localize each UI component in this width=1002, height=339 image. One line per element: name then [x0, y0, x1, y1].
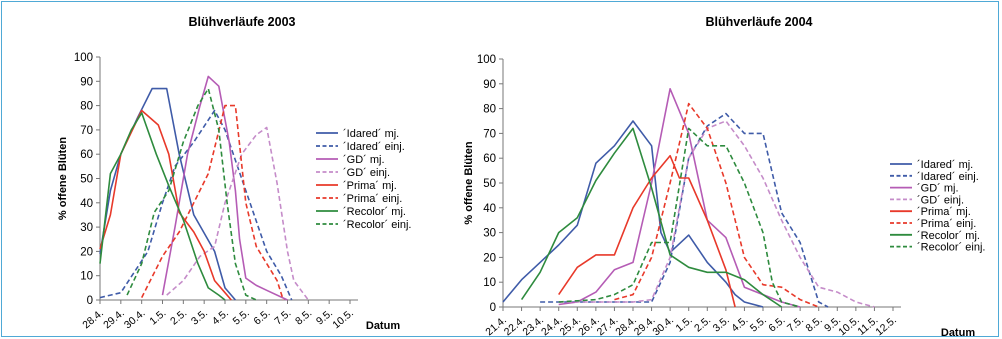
y-tick-label: 100	[477, 54, 496, 66]
x-tick-label: 3.5.	[711, 314, 732, 334]
x-tick-label: 6.5.	[251, 307, 272, 327]
x-tick-label: 8.5.	[804, 314, 825, 334]
y-tick-label: 70	[80, 125, 93, 137]
y-tick-label: 20	[483, 252, 496, 264]
legend-entry: ´Prima´ mj.	[917, 206, 971, 218]
series-line-idared-mj	[99, 87, 237, 301]
series-line-recolor-einj	[558, 127, 801, 308]
legend-entry: ´Idared´ einj.	[343, 141, 405, 153]
y-tick-label: 50	[483, 178, 496, 190]
legend-entry: ´GD´ einj.	[343, 167, 390, 179]
chart-title: Blühverläufe 2004	[706, 15, 813, 29]
y-tick-label: 30	[483, 228, 496, 240]
legend-entry: ´Prima´ mj.	[343, 180, 397, 192]
x-tick-label: 28.4.	[80, 307, 106, 331]
legend-entry: ´Idared´ mj.	[343, 128, 399, 140]
y-tick-label: 40	[483, 203, 496, 215]
y-tick-label: 90	[483, 79, 496, 91]
legend-entry: ´Prima´ einj.	[343, 193, 402, 205]
x-tick-label: 7.5.	[272, 307, 293, 327]
chart-bluehverlaeufe-2004: Blühverläufe 2004 0 10 20 30 40 50 60 70 80 90 100%…	[463, 15, 985, 336]
x-tick-label: 2.5.	[692, 314, 713, 334]
legend-entry: ´GD´ mj.	[343, 154, 385, 166]
chart-bluehverlaeufe-2003: Blühverläufe 2003 0 10 20 30 40 50 60 70 80 90 100%…	[57, 15, 411, 332]
y-tick-label: 100	[74, 52, 93, 64]
series-line-recolor-mj	[99, 112, 226, 301]
x-tick-label: 30.4.	[650, 314, 676, 336]
y-tick-label: 30	[80, 222, 93, 234]
series-line-idared-einj	[99, 109, 293, 301]
x-tick-label: 4.5.	[729, 314, 750, 334]
x-tick-label: 5.5.	[748, 314, 769, 334]
chart-title: Blühverläufe 2003	[189, 15, 296, 29]
legend-entry: ´Prima´ einj.	[917, 218, 976, 230]
y-tick-label: 60	[483, 153, 496, 165]
legend-entry: ´GD´ einj.	[917, 194, 964, 206]
x-tick-label: 3.5.	[189, 307, 210, 327]
series-line-gd-mj	[161, 75, 288, 301]
y-tick-label: 0	[87, 295, 93, 307]
legend-entry: ´Idared´ mj.	[917, 159, 973, 171]
x-tick-label: 12.5.	[873, 314, 899, 336]
series-line-prima-einj	[140, 104, 285, 301]
x-tick-label: 5.5.	[231, 307, 252, 327]
y-axis-label: % offene Blüten	[463, 141, 475, 224]
y-tick-label: 60	[80, 149, 93, 161]
x-tick-label: 29.4.	[101, 307, 127, 331]
y-tick-label: 50	[80, 174, 93, 186]
y-tick-label: 70	[483, 128, 496, 140]
y-tick-label: 80	[80, 101, 93, 113]
y-tick-label: 20	[80, 246, 93, 258]
legend-entry: ´GD´ mj.	[917, 183, 959, 195]
series-line-prima-einj	[614, 102, 819, 308]
x-axis-label: Datum	[366, 320, 400, 332]
legend-entry: ´Recolor´ mj.	[343, 206, 406, 218]
legend-entry: ´Recolor´ einj.	[343, 219, 411, 231]
series-line-gd-einj	[166, 126, 309, 301]
y-tick-label: 90	[80, 76, 93, 88]
series-line-gd-mj	[558, 88, 801, 308]
y-axis-label: % offene Blüten	[57, 137, 69, 220]
x-tick-label: 30.4.	[122, 307, 148, 331]
series-line-gd-einj	[558, 120, 875, 308]
legend-entry: ´Recolor´ einj.	[917, 242, 985, 254]
x-tick-label: 4.5.	[210, 307, 231, 327]
legend-entry: ´Recolor´ mj.	[917, 230, 980, 242]
y-tick-label: 80	[483, 104, 496, 116]
series-line-recolor-mj	[520, 127, 783, 308]
x-axis-label: Datum	[941, 327, 975, 336]
y-tick-label: 40	[80, 198, 93, 210]
series-line-idared-einj	[540, 112, 829, 308]
x-tick-label: 2.5.	[168, 307, 189, 327]
legend-entry: ´Idared´ einj.	[917, 171, 979, 183]
y-tick-label: 10	[483, 277, 496, 289]
x-tick-label: 1.5.	[674, 314, 695, 334]
series-line-idared-mj	[502, 120, 764, 308]
x-tick-label: 8.5.	[293, 307, 314, 327]
y-tick-label: 10	[80, 271, 93, 283]
series-line-prima-mj	[558, 154, 736, 308]
x-tick-label: 1.5.	[147, 307, 168, 327]
x-tick-label: 6.5.	[766, 314, 787, 334]
series-line-prima-mj	[99, 109, 232, 301]
x-tick-label: 10.5.	[330, 307, 356, 331]
y-tick-label: 0	[490, 302, 496, 314]
x-tick-label: 7.5.	[785, 314, 806, 334]
